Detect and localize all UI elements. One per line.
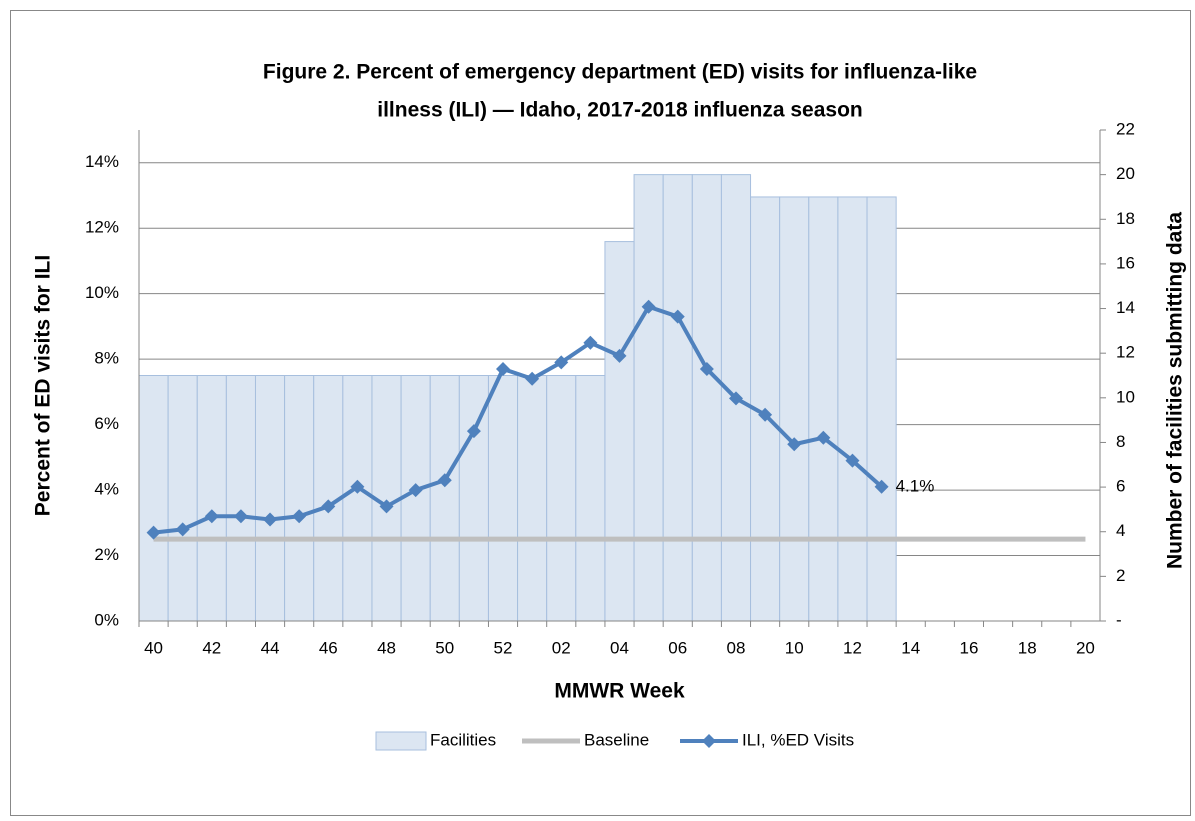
bar bbox=[662, 174, 693, 622]
y2-tick-label: 22 bbox=[1116, 119, 1135, 138]
marker bbox=[874, 479, 889, 494]
bar bbox=[837, 196, 868, 622]
bar bbox=[691, 174, 722, 622]
y-tick-label: 10% bbox=[85, 283, 119, 302]
x-tick-label: 46 bbox=[319, 638, 338, 657]
marker bbox=[146, 525, 161, 540]
marker bbox=[350, 479, 365, 494]
bar bbox=[633, 174, 664, 622]
marker bbox=[728, 391, 743, 406]
legend-label: Facilities bbox=[430, 730, 496, 749]
bar bbox=[196, 375, 227, 622]
marker bbox=[525, 371, 540, 386]
x-tick-label: 02 bbox=[552, 638, 571, 657]
x-tick-label: 48 bbox=[377, 638, 396, 657]
x-tick-label: 16 bbox=[959, 638, 978, 657]
x-tick-label: 14 bbox=[901, 638, 920, 657]
marker bbox=[554, 355, 569, 370]
marker bbox=[583, 335, 598, 350]
marker bbox=[379, 499, 394, 514]
marker bbox=[466, 424, 481, 439]
bar bbox=[284, 375, 315, 622]
bar bbox=[429, 375, 460, 622]
marker bbox=[845, 453, 860, 468]
marker bbox=[292, 509, 307, 524]
y2-tick-label: 14 bbox=[1116, 298, 1135, 317]
marker bbox=[758, 407, 773, 422]
legend-label: ILI, %ED Visits bbox=[742, 730, 854, 749]
y2-axis-title: Number of facilities submitting data bbox=[1164, 212, 1187, 569]
bar bbox=[400, 375, 431, 622]
legend-swatch bbox=[375, 731, 427, 751]
bar bbox=[575, 375, 606, 622]
x-tick-label: 50 bbox=[435, 638, 454, 657]
x-tick-label: 08 bbox=[727, 638, 746, 657]
bar bbox=[254, 375, 286, 622]
marker bbox=[612, 348, 627, 363]
x-axis-title: MMWR Week bbox=[554, 680, 685, 703]
y2-tick-label: 16 bbox=[1116, 253, 1135, 272]
x-tick-label: 44 bbox=[261, 638, 280, 657]
bar bbox=[604, 241, 635, 622]
y-tick-label: 0% bbox=[94, 610, 119, 629]
marker bbox=[437, 473, 452, 488]
y2-tick-label: 2 bbox=[1116, 566, 1125, 585]
bar bbox=[779, 196, 810, 622]
marker bbox=[321, 499, 336, 514]
marker bbox=[408, 483, 423, 498]
bar bbox=[808, 196, 839, 622]
marker bbox=[641, 299, 656, 314]
y2-tick-label: 8 bbox=[1116, 432, 1125, 451]
bar bbox=[487, 375, 519, 622]
y-tick-label: 6% bbox=[94, 414, 119, 433]
y-tick-label: 12% bbox=[85, 218, 119, 237]
y2-tick-label: 18 bbox=[1116, 209, 1135, 228]
marker bbox=[699, 361, 714, 376]
x-tick-label: 40 bbox=[144, 638, 163, 657]
marker bbox=[263, 512, 278, 527]
y2-tick-label: 12 bbox=[1116, 343, 1135, 362]
legend-label: Baseline bbox=[584, 730, 649, 749]
y2-tick-label: 20 bbox=[1116, 164, 1135, 183]
y2-tick-label: 4 bbox=[1116, 521, 1125, 540]
x-tick-label: 04 bbox=[610, 638, 629, 657]
marker bbox=[670, 309, 685, 324]
y-tick-label: 2% bbox=[94, 545, 119, 564]
bar bbox=[225, 375, 256, 622]
x-tick-label: 06 bbox=[668, 638, 687, 657]
x-tick-label: 20 bbox=[1076, 638, 1095, 657]
marker bbox=[175, 522, 190, 537]
bar bbox=[517, 375, 548, 622]
x-tick-label: 12 bbox=[843, 638, 862, 657]
y2-tick-label: - bbox=[1116, 610, 1122, 629]
marker bbox=[787, 437, 802, 452]
marker bbox=[496, 361, 511, 376]
legend-marker bbox=[702, 734, 716, 748]
y-tick-label: 14% bbox=[85, 152, 119, 171]
chart-title: Figure 2. Percent of emergency departmen… bbox=[263, 61, 977, 84]
marker bbox=[204, 509, 219, 524]
y-tick-label: 8% bbox=[94, 349, 119, 368]
x-tick-label: 42 bbox=[202, 638, 221, 657]
x-tick-label: 52 bbox=[494, 638, 513, 657]
y-tick-label: 4% bbox=[94, 480, 119, 499]
bar bbox=[167, 375, 198, 622]
bar bbox=[342, 375, 373, 622]
bar bbox=[138, 375, 169, 622]
y-axis-title: Percent of ED visits for ILI bbox=[32, 255, 55, 516]
bar bbox=[866, 196, 897, 622]
y2-tick-label: 6 bbox=[1116, 477, 1125, 496]
marker bbox=[816, 430, 831, 445]
y2-tick-label: 10 bbox=[1116, 387, 1135, 406]
data-label: 4.1% bbox=[896, 476, 935, 495]
bar bbox=[458, 375, 489, 622]
x-tick-label: 18 bbox=[1018, 638, 1037, 657]
x-tick-label: 10 bbox=[785, 638, 804, 657]
marker bbox=[233, 509, 248, 524]
bar bbox=[546, 375, 577, 622]
chart-title: illness (ILI) — Idaho, 2017-2018 influen… bbox=[377, 99, 863, 122]
